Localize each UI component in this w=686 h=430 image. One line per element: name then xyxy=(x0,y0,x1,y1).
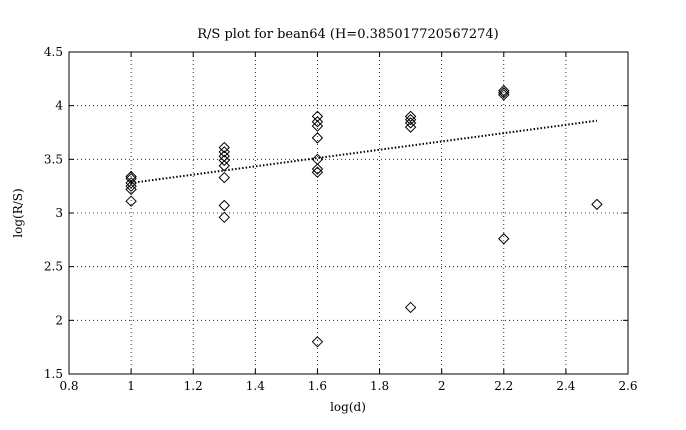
fit-line-group xyxy=(130,119,598,184)
data-point-diamond xyxy=(498,84,510,97)
data-point-diamond xyxy=(218,154,230,167)
y-tick-label: 2 xyxy=(55,313,63,327)
data-point-diamond xyxy=(311,110,324,123)
data-points xyxy=(125,84,603,348)
data-point-diamond xyxy=(311,132,324,144)
data-point-diamond xyxy=(498,233,510,245)
data-point-diamond xyxy=(218,146,230,158)
y-tick-label: 4 xyxy=(55,99,63,113)
y-tick-label: 1.5 xyxy=(44,367,63,381)
data-point-diamond xyxy=(125,170,137,183)
y-tick-label: 3 xyxy=(55,206,63,220)
data-point-diamond xyxy=(125,195,137,207)
x-tick-label: 2 xyxy=(438,379,446,393)
data-point-diamond xyxy=(125,172,137,185)
data-point-diamond xyxy=(218,199,230,212)
data-point-diamond xyxy=(218,150,230,162)
data-point-diamond xyxy=(311,153,324,166)
y-tick-label: 4.5 xyxy=(44,45,63,59)
data-point-diamond xyxy=(218,160,230,172)
x-tick-label: 2.6 xyxy=(618,379,637,393)
x-tick-label: 1.8 xyxy=(370,379,389,393)
plot-frame xyxy=(68,51,629,375)
x-axis-label: log(d) xyxy=(330,400,366,414)
axis-ticks xyxy=(68,51,629,375)
data-point-diamond xyxy=(311,336,324,348)
data-point-diamond xyxy=(591,198,603,211)
data-point-diamond xyxy=(498,87,510,99)
x-tick-label: 2.2 xyxy=(494,379,513,393)
data-point-diamond xyxy=(404,113,417,126)
data-point-diamond xyxy=(311,116,324,128)
chart-title: R/S plot for bean64 (H=0.385017720567274… xyxy=(197,27,499,42)
y-axis-label: log(R/S) xyxy=(11,188,25,237)
data-point-diamond xyxy=(218,141,230,154)
data-point-diamond xyxy=(218,211,230,224)
x-tick-label: 1 xyxy=(127,379,135,393)
y-tick-label: 2.5 xyxy=(44,260,63,274)
data-point-diamond xyxy=(404,301,417,314)
fit-line xyxy=(130,119,598,184)
x-tick-label: 1.6 xyxy=(308,379,327,393)
x-tick-label: 2.4 xyxy=(556,379,575,393)
y-tick-label: 3.5 xyxy=(44,152,63,166)
data-point-diamond xyxy=(498,89,510,101)
data-point-diamond xyxy=(404,121,417,133)
x-tick-label: 1.2 xyxy=(184,379,203,393)
x-tick-label: 0.8 xyxy=(59,379,78,393)
data-point-diamond xyxy=(404,110,417,123)
data-point-diamond xyxy=(125,177,137,189)
grid-lines xyxy=(69,52,628,374)
data-point-diamond xyxy=(311,163,324,175)
x-tick-label: 1.4 xyxy=(246,379,265,393)
data-point-diamond xyxy=(311,120,324,132)
data-point-diamond xyxy=(218,171,230,184)
tick-labels: 0.8 1 1.2 1.4 1.6 1.8 2 2.2 2.4 2.6 1.5 2 2.5 3 3.5 4 4.… xyxy=(44,45,638,393)
